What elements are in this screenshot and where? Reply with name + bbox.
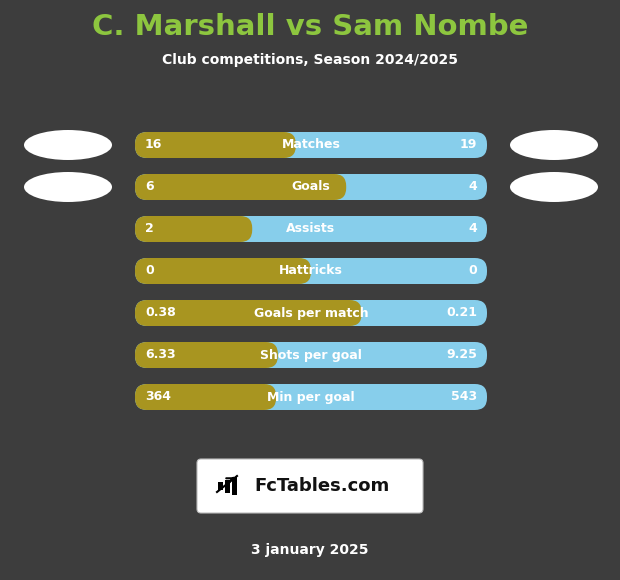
Text: FcTables.com: FcTables.com: [254, 477, 389, 495]
Text: Matches: Matches: [281, 139, 340, 151]
Text: 16: 16: [145, 139, 162, 151]
FancyBboxPatch shape: [135, 132, 296, 158]
FancyBboxPatch shape: [135, 174, 487, 200]
Text: Goals per match: Goals per match: [254, 306, 368, 320]
Text: 0: 0: [468, 264, 477, 277]
FancyBboxPatch shape: [135, 216, 252, 242]
FancyBboxPatch shape: [135, 342, 487, 368]
FancyBboxPatch shape: [135, 342, 278, 368]
FancyBboxPatch shape: [197, 459, 423, 513]
Text: Min per goal: Min per goal: [267, 390, 355, 404]
Text: 2: 2: [145, 223, 154, 235]
FancyBboxPatch shape: [135, 384, 276, 410]
Text: 0.38: 0.38: [145, 306, 175, 320]
Ellipse shape: [510, 130, 598, 160]
Text: 6: 6: [145, 180, 154, 194]
FancyBboxPatch shape: [135, 300, 361, 326]
FancyBboxPatch shape: [135, 174, 346, 200]
FancyBboxPatch shape: [135, 258, 311, 284]
Text: 364: 364: [145, 390, 171, 404]
FancyBboxPatch shape: [135, 300, 487, 326]
FancyBboxPatch shape: [135, 132, 487, 158]
Text: Goals: Goals: [291, 180, 330, 194]
Text: 6.33: 6.33: [145, 349, 175, 361]
Text: 4: 4: [468, 223, 477, 235]
Text: 3 january 2025: 3 january 2025: [251, 543, 369, 557]
Text: C. Marshall vs Sam Nombe: C. Marshall vs Sam Nombe: [92, 13, 528, 41]
Bar: [225, 480, 230, 492]
Text: Club competitions, Season 2024/2025: Club competitions, Season 2024/2025: [162, 53, 458, 67]
Text: 0.21: 0.21: [446, 306, 477, 320]
Bar: [232, 477, 237, 495]
Text: 9.25: 9.25: [446, 349, 477, 361]
Bar: [218, 482, 223, 490]
FancyBboxPatch shape: [135, 258, 487, 284]
Text: Hattricks: Hattricks: [279, 264, 343, 277]
Text: 543: 543: [451, 390, 477, 404]
Ellipse shape: [510, 172, 598, 202]
FancyBboxPatch shape: [135, 216, 487, 242]
Text: 4: 4: [468, 180, 477, 194]
Ellipse shape: [24, 130, 112, 160]
Text: Shots per goal: Shots per goal: [260, 349, 362, 361]
Text: 0: 0: [145, 264, 154, 277]
Text: 19: 19: [459, 139, 477, 151]
Text: Assists: Assists: [286, 223, 335, 235]
FancyBboxPatch shape: [135, 384, 487, 410]
Ellipse shape: [24, 172, 112, 202]
